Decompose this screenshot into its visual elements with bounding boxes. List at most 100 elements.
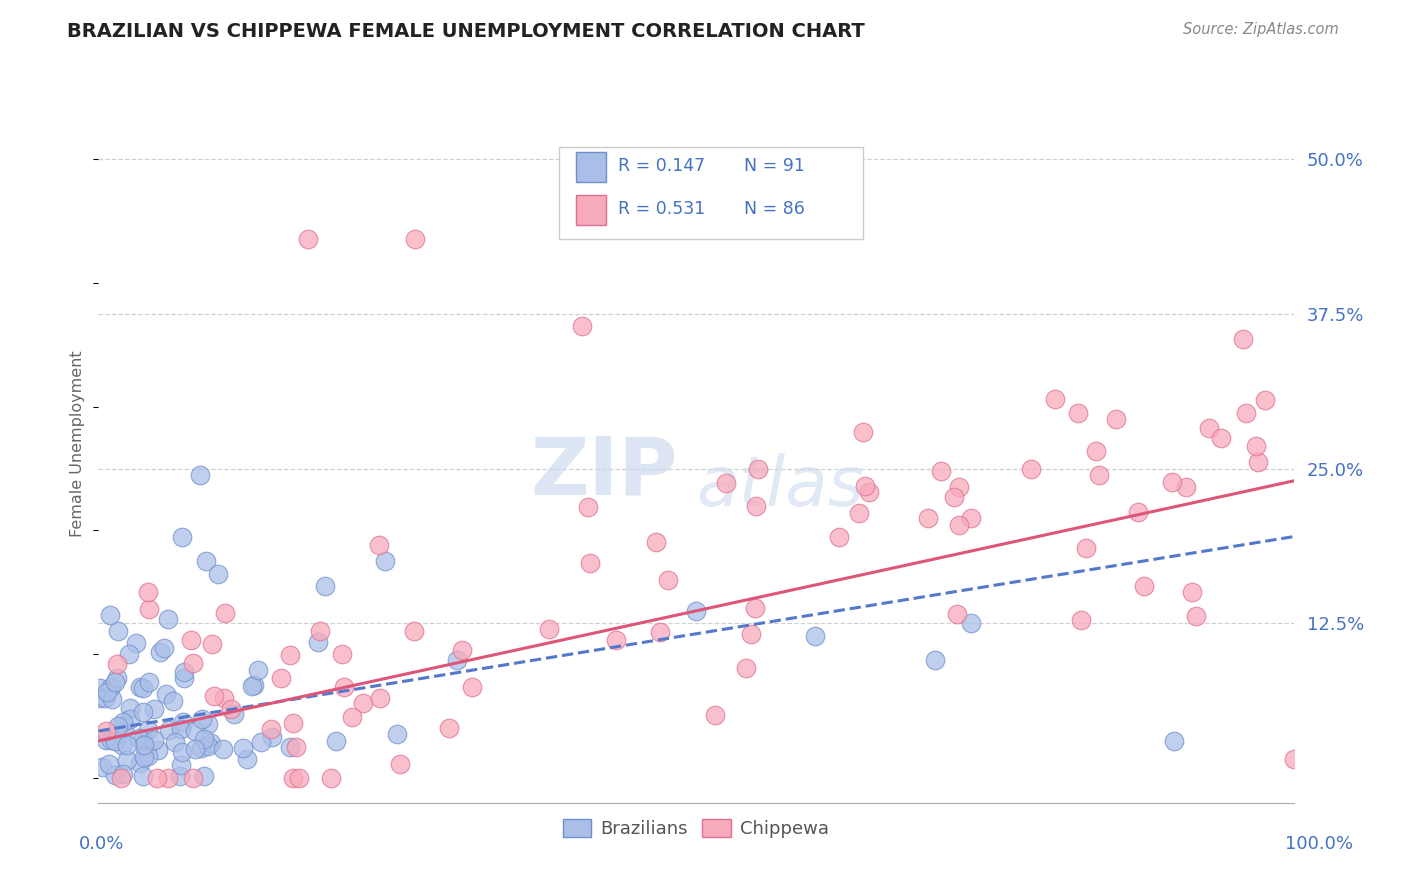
Point (200, 736, 222, 750)
Text: atlas: atlas (696, 453, 863, 520)
Point (163, 735, 186, 749)
Point (1128, 505, 1150, 519)
Text: ZIP: ZIP (531, 434, 678, 511)
Text: R = 0.531: R = 0.531 (619, 200, 706, 218)
Point (368, 538, 391, 552)
Point (946, 607, 969, 622)
Point (156, 612, 179, 626)
Point (173, 671, 195, 685)
Point (183, 723, 205, 738)
Point (222, 706, 245, 721)
Point (94, 690, 117, 705)
Point (89, 691, 111, 706)
Point (235, 752, 257, 766)
Point (155, 687, 177, 701)
Point (112, 767, 135, 781)
Point (374, 554, 396, 568)
Point (960, 616, 983, 631)
Point (1209, 431, 1232, 445)
Point (402, 624, 425, 638)
Point (157, 723, 180, 738)
Point (657, 573, 679, 587)
Point (110, 771, 132, 785)
Point (1088, 468, 1111, 483)
Point (211, 742, 233, 756)
Point (197, 716, 219, 731)
Point (579, 557, 602, 571)
Point (115, 738, 138, 752)
Point (157, 771, 180, 785)
Text: 100.0%: 100.0% (1285, 835, 1353, 853)
Point (1254, 392, 1277, 407)
Point (1076, 541, 1098, 556)
Point (948, 517, 970, 532)
Point (190, 741, 212, 756)
Point (287, 771, 309, 785)
Point (172, 530, 194, 544)
Point (644, 535, 666, 549)
Point (132, 769, 155, 783)
Point (240, 679, 263, 693)
Point (98, 757, 121, 772)
Point (278, 739, 301, 754)
Point (249, 735, 271, 749)
Point (112, 714, 135, 729)
Point (714, 475, 737, 490)
Point (744, 601, 766, 615)
Point (437, 721, 460, 735)
Text: N = 86: N = 86 (744, 200, 804, 218)
Point (132, 737, 155, 751)
Point (333, 681, 356, 695)
Point (117, 647, 139, 661)
Point (1282, 752, 1305, 766)
Point (170, 758, 193, 772)
Point (650, 625, 672, 640)
Point (538, 622, 561, 636)
Point (260, 730, 283, 744)
Point (943, 490, 966, 504)
Point (143, 733, 166, 747)
Point (142, 702, 165, 716)
Point (704, 707, 727, 722)
Point (605, 632, 627, 647)
Point (232, 741, 254, 756)
Point (188, 467, 211, 482)
Point (111, 738, 134, 752)
Point (132, 705, 155, 719)
Point (128, 731, 150, 746)
Point (461, 680, 484, 694)
Point (129, 680, 152, 694)
Point (89, 681, 111, 696)
Point (170, 723, 193, 737)
Point (134, 750, 156, 764)
Point (571, 319, 593, 334)
Point (136, 585, 159, 599)
Point (1232, 332, 1254, 346)
Point (131, 681, 153, 695)
Point (917, 511, 939, 525)
Point (94, 732, 117, 747)
Point (828, 530, 851, 544)
Text: R = 0.147: R = 0.147 (619, 157, 706, 175)
Point (321, 771, 343, 785)
Text: Source: ZipAtlas.com: Source: ZipAtlas.com (1182, 22, 1339, 37)
Point (740, 627, 762, 641)
Point (340, 710, 363, 724)
Point (183, 742, 205, 756)
Point (136, 749, 159, 764)
Point (128, 756, 150, 770)
Point (105, 672, 128, 686)
Point (112, 720, 135, 734)
Point (202, 689, 225, 703)
Point (1019, 461, 1042, 475)
Point (858, 485, 880, 500)
FancyBboxPatch shape (558, 147, 863, 239)
Point (330, 648, 353, 662)
Point (125, 635, 148, 649)
Point (132, 732, 155, 747)
Point (201, 637, 224, 651)
Point (281, 715, 304, 730)
Point (96, 724, 118, 739)
Point (1133, 579, 1156, 593)
Point (576, 500, 599, 514)
